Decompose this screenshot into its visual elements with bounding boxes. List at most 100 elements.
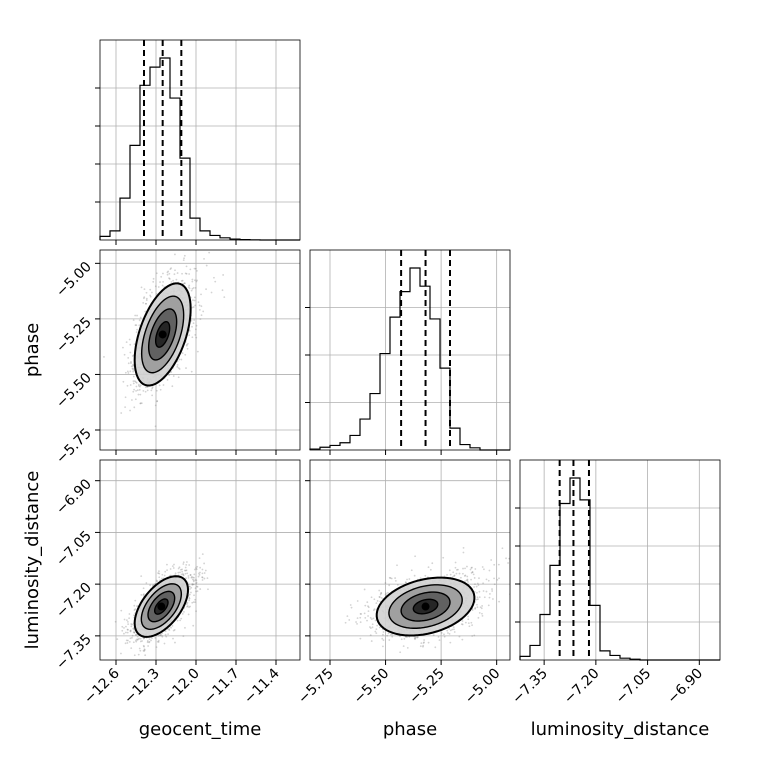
sample-point [136,314,138,317]
sample-point [129,629,132,632]
sample-point [367,615,369,617]
sample-point [481,612,483,615]
sample-point [155,646,158,649]
sample-point [178,368,181,370]
sample-point [186,347,189,350]
sample-point [455,572,458,575]
sample-point [408,578,411,580]
sample-point [410,569,413,572]
sample-point [195,324,198,327]
sample-point [139,402,142,405]
sample-point [360,613,363,615]
sample-point [178,566,181,569]
sample-point [497,563,500,566]
sample-point [146,386,149,388]
sample-point [171,385,174,388]
sample-point [198,573,201,576]
sample-point [143,645,145,648]
sample-point [123,632,125,635]
sample-point [180,617,183,620]
sample-point [459,576,462,579]
sample-point [154,404,157,407]
sample-point [180,280,183,282]
sample-point [133,604,136,607]
sample-point [132,375,135,378]
sample-point [176,619,179,622]
sample-point [170,267,173,270]
sample-point [195,579,198,582]
sample-point [197,575,200,578]
sample-point [139,637,142,640]
sample-point [451,628,454,631]
sample-point [139,316,142,319]
sample-point [122,346,124,349]
sample-point [133,631,136,634]
histogram-geocent_time [95,39,301,245]
sample-point [151,386,154,389]
sample-point [125,341,128,344]
sample-point [142,389,145,392]
sample-point [477,584,480,586]
sample-point [135,324,138,327]
sample-point [151,637,153,639]
sample-point [158,572,161,575]
sample-point [168,272,171,275]
sample-point [196,279,198,282]
sample-point [375,602,378,605]
sample-point [130,361,132,363]
sample-point [449,573,452,576]
sample-point [160,633,162,636]
sample-point [155,579,158,582]
sample-point [137,383,140,386]
sample-point [195,568,198,571]
sample-point [157,641,160,643]
sample-point [492,598,494,600]
sample-point [460,623,463,626]
sample-point [184,353,187,356]
sample-point [149,584,152,587]
sample-point [166,379,169,381]
sample-point [140,286,143,289]
sample-point [139,649,142,652]
sample-point [134,634,137,636]
y-tick-label: −7.20 [53,580,95,622]
panel-frame [99,39,301,241]
sample-point [437,635,440,638]
sample-point [190,586,193,589]
sample-point [452,571,455,574]
y-tick-label: −7.05 [53,528,95,570]
sample-point [162,272,164,275]
sample-point [132,363,135,366]
sample-point [188,593,191,596]
sample-point [167,633,169,636]
sample-point [188,564,191,566]
sample-point [126,628,129,631]
sample-point [422,644,425,647]
sample-point [161,577,163,580]
sample-point [139,393,142,396]
sample-point [217,247,219,249]
sample-point [191,601,194,604]
sample-point [192,583,195,586]
sample-point [187,576,190,579]
sample-point [466,578,469,581]
sample-point [173,628,176,631]
x-tick-label: −11.4 [241,665,283,707]
sample-point [138,647,141,650]
sample-point [451,576,454,578]
sample-point [414,637,417,640]
sample-point [191,583,194,586]
sample-point [487,579,490,582]
y-tick-label: −5.75 [53,426,95,468]
x-tick-label: −12.6 [81,665,123,707]
sample-point [128,641,131,643]
sample-point [471,571,474,573]
sample-point [144,654,147,657]
sample-point [431,562,434,565]
sample-point [168,629,171,631]
sample-point [481,615,484,617]
sample-point [473,586,476,588]
sample-point [134,599,137,602]
sample-point [453,631,456,633]
sample-point [124,406,127,409]
